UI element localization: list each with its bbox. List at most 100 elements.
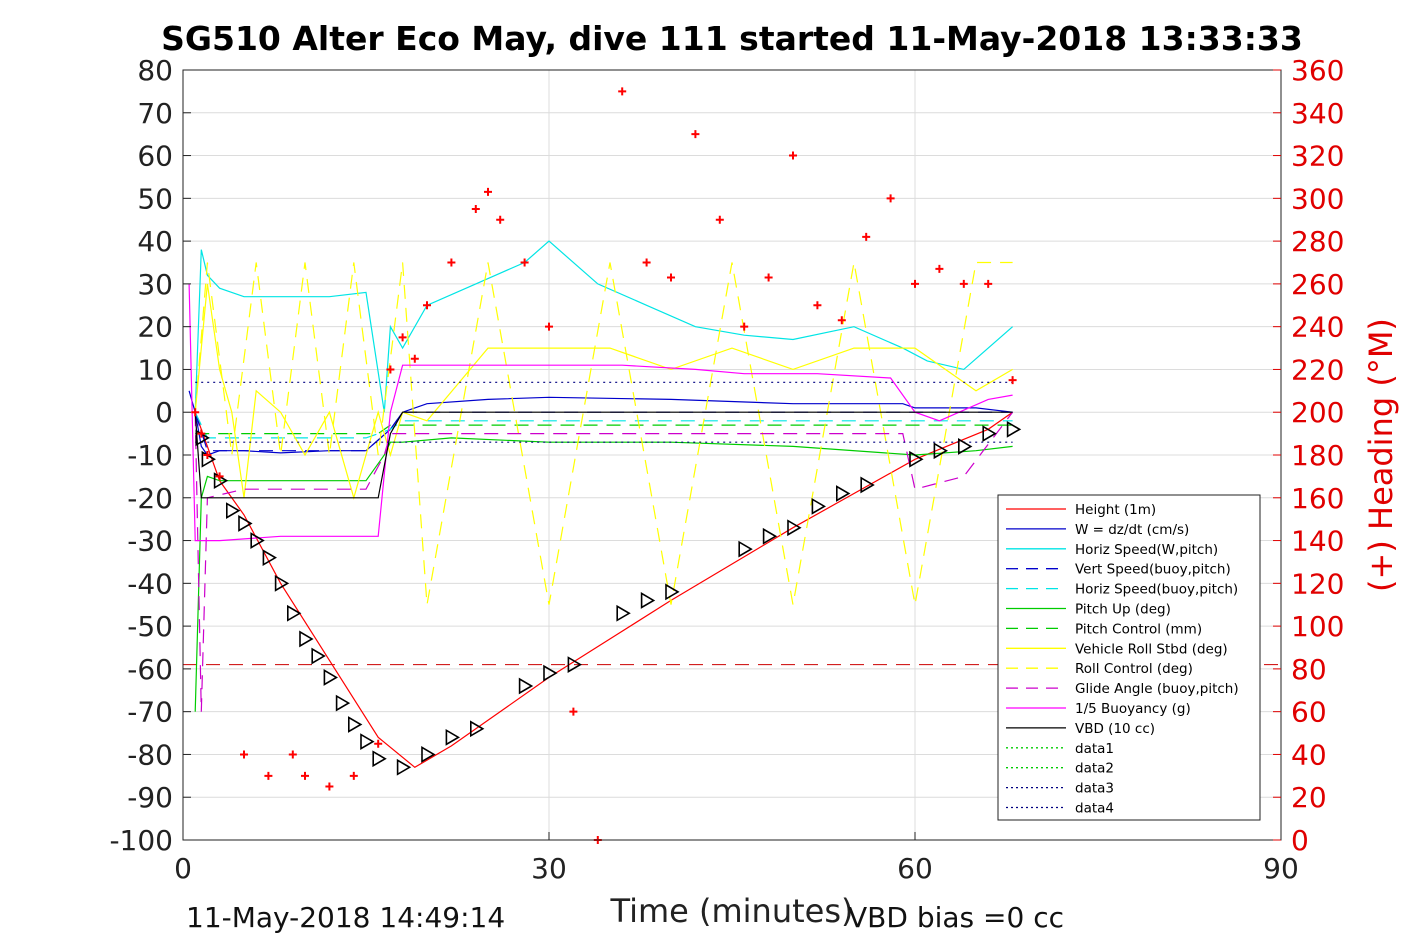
depth-marker <box>274 574 290 592</box>
tick-label-left: -50 <box>127 610 173 643</box>
heading-point <box>301 771 309 780</box>
tick-label-right: 60 <box>1291 696 1327 729</box>
legend-label: data1 <box>1075 741 1114 757</box>
heading-point <box>789 151 797 160</box>
tick-label-left: -60 <box>127 653 173 686</box>
legend-label: Vehicle Roll Stbd (deg) <box>1075 641 1228 657</box>
depth-marker <box>957 438 973 455</box>
legend-label: 1/5 Buoyancy (g) <box>1075 701 1191 717</box>
heading-point <box>545 322 553 331</box>
heading-point <box>423 301 431 310</box>
legend-label: data4 <box>1075 801 1114 817</box>
depth-marker <box>982 425 997 443</box>
legend-label: Pitch Control (mm) <box>1075 621 1202 637</box>
heading-point <box>349 771 358 780</box>
tick-label-right: 240 <box>1291 311 1344 344</box>
heading-point <box>240 750 248 759</box>
tick-label-right: 0 <box>1291 824 1309 857</box>
y-axis-left-ticks: 80 70 60 50 40 30 20 10 0 -10 -20 -30 -40 -50 -60 -70 -8… <box>109 54 191 857</box>
footer-vbd-bias: VBD bias =0 cc <box>848 901 1064 934</box>
legend-label: Height (1m) <box>1075 502 1156 518</box>
tick-label-left: 70 <box>137 97 173 130</box>
depth-marker <box>360 733 375 751</box>
tick-label-left: 10 <box>137 353 173 386</box>
depth-marker <box>762 527 778 545</box>
tick-label-right: 340 <box>1291 97 1344 130</box>
tick-label-right: 220 <box>1291 353 1344 386</box>
series-line-10 <box>188 283 1013 542</box>
depth-marker <box>616 604 631 622</box>
depth-marker <box>335 694 351 712</box>
heading-point <box>191 408 200 417</box>
heading-point <box>862 232 871 241</box>
depth-marker <box>311 647 326 665</box>
tick-label-left: -30 <box>127 525 173 558</box>
depth-marker <box>238 515 253 532</box>
depth-marker <box>347 716 363 733</box>
legend: Height (1m) W = dz/dt (cm/s) Horiz Speed(W… <box>997 494 1261 821</box>
tick-label-left: -80 <box>127 738 173 771</box>
heading-point <box>618 87 627 96</box>
heading-point <box>911 279 919 288</box>
depth-marker <box>811 497 826 515</box>
heading-point <box>764 273 773 282</box>
tick-label-left: -70 <box>127 696 173 729</box>
heading-point <box>837 316 846 325</box>
y-axis-right-ticks: 3603403203002802602402202001801601401201… <box>1273 54 1344 857</box>
tick-label-bottom: 90 <box>1263 852 1299 885</box>
heading-point <box>398 333 407 342</box>
depth-marker <box>372 750 387 768</box>
tick-label-right: 40 <box>1291 738 1327 771</box>
depth-markers <box>195 420 1022 776</box>
heading-point <box>984 279 993 288</box>
heading-point <box>325 782 334 791</box>
depth-marker <box>933 442 948 460</box>
heading-point <box>484 187 492 196</box>
x-axis-label: Time (minutes) <box>610 892 854 930</box>
chart-title: SG510 Alter Eco May, dive 111 started 11… <box>161 19 1303 58</box>
legend-label: VBD (10 cc) <box>1075 721 1155 737</box>
depth-marker <box>299 630 314 648</box>
series-line-4 <box>194 411 1013 439</box>
depth-marker <box>567 656 582 674</box>
tick-label-left: -20 <box>127 482 173 515</box>
tick-label-left: 50 <box>137 182 173 215</box>
heading-point <box>813 301 822 310</box>
legend-label: Roll Control (deg) <box>1075 661 1193 677</box>
tick-label-right: 140 <box>1291 525 1344 558</box>
x-axis-ticks: 0 30 60 90 <box>174 832 1299 885</box>
y2-axis-label: (+) Heading (°M) <box>1362 318 1400 592</box>
tick-label-left: 40 <box>137 225 173 258</box>
legend-label: data2 <box>1075 761 1114 777</box>
heading-point <box>264 771 273 780</box>
tick-label-left: 60 <box>137 140 173 173</box>
heading-point <box>691 130 700 139</box>
heading-point <box>740 322 749 331</box>
series-line-0 <box>194 411 1013 769</box>
legend-label: Horiz Speed(buoy,pitch) <box>1075 582 1238 598</box>
heading-point <box>935 264 944 273</box>
tick-label-right: 300 <box>1291 182 1344 215</box>
tick-label-left: 20 <box>137 311 173 344</box>
heading-point <box>410 354 419 363</box>
tick-label-left: 80 <box>137 54 173 87</box>
heading-point <box>288 750 297 759</box>
heading-point <box>215 472 224 481</box>
tick-label-bottom: 30 <box>531 852 567 885</box>
depth-marker <box>640 592 656 609</box>
depth-marker <box>469 720 485 738</box>
tick-label-left: -100 <box>109 824 173 857</box>
tick-label-left: -90 <box>127 781 173 814</box>
heading-point <box>203 451 212 459</box>
depth-marker <box>665 583 680 601</box>
depth-marker <box>226 502 241 520</box>
heading-point <box>471 205 480 214</box>
series-lines <box>183 240 1281 769</box>
heading-point <box>374 739 383 748</box>
tick-label-right: 180 <box>1291 439 1344 472</box>
heading-point <box>197 429 206 438</box>
heading-point <box>959 279 968 288</box>
tick-label-right: 120 <box>1291 567 1344 600</box>
depth-marker <box>738 540 753 558</box>
depth-marker <box>445 728 460 746</box>
